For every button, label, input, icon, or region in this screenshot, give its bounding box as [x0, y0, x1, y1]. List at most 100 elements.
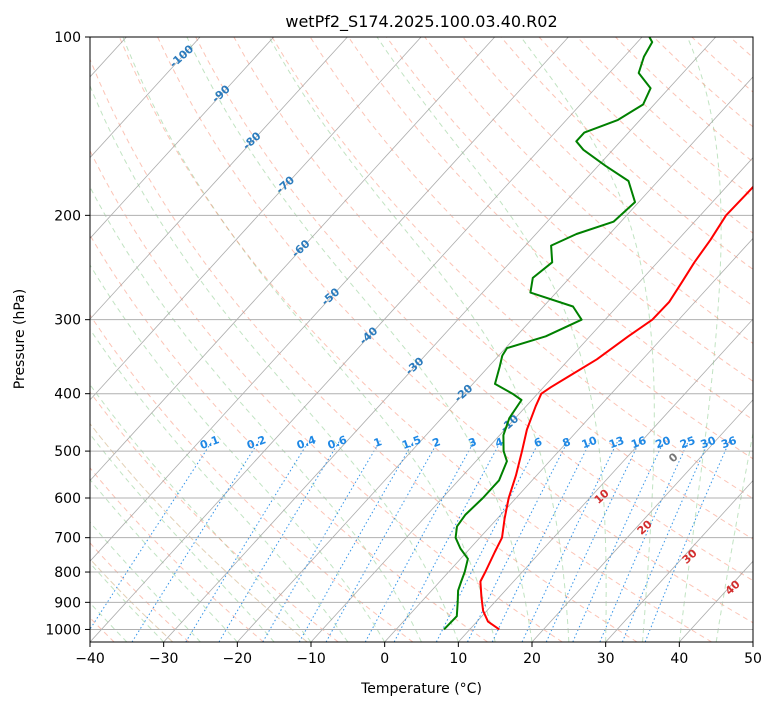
y-tick-label: 600 [54, 491, 81, 507]
moist-adiabat-line [90, 433, 275, 642]
mixing-ratio-line [521, 440, 619, 642]
x-tick-label: 30 [597, 651, 615, 667]
dry-adiabat-line [347, 37, 753, 421]
mixing-ratio-line [545, 440, 641, 642]
mixing-ratio-line [572, 440, 665, 642]
x-tick-label: 40 [670, 651, 688, 667]
isotherm-line [90, 37, 201, 159]
y-tick-label: 400 [54, 387, 81, 403]
mixing-ratio-label: 0.1 [198, 433, 221, 452]
isotherm-line [163, 37, 717, 642]
mixing-ratio-line [435, 440, 541, 642]
dry-adiabat-line [157, 37, 753, 624]
skewed-isotherms [90, 37, 753, 642]
mixing-ratio-label: 13 [607, 434, 626, 451]
wet-bulb-curve [90, 422, 308, 642]
mixing-ratio-line [599, 440, 690, 642]
mixing-ratio-label: 16 [629, 434, 648, 452]
moist-adiabat-line [90, 521, 201, 642]
mixing-ratio-label: 6 [532, 435, 544, 450]
dry-adiabat-line [90, 313, 414, 642]
wet-bulb-curves [90, 422, 308, 642]
moist-adiabat-line [376, 37, 607, 642]
x-axis-ticks: −40 −30 −20 −10 0 10 20 30 40 50 [75, 642, 762, 667]
temperature-line [479, 185, 753, 631]
isotherm-label: -100 [167, 42, 196, 70]
dry-adiabat-line [691, 37, 753, 93]
isotherm-line [90, 37, 348, 320]
dry-adiabats [90, 37, 775, 642]
dry-adiabat-line [90, 234, 488, 642]
dry-adiabat-line [615, 37, 753, 163]
plot-area: -100-90-80-70-60-50-40-30-20-10010203040… [90, 37, 775, 642]
chart-title: wetPf2_S174.2025.100.03.40.R02 [285, 12, 557, 32]
dry-adiabat-line [462, 37, 753, 307]
mixing-ratio-line [131, 440, 260, 642]
mixing-ratio-line [364, 440, 476, 642]
y-tick-label: 800 [54, 565, 81, 581]
isotherm-line [90, 37, 422, 401]
moist-adiabat-label: 10 [592, 486, 612, 506]
plot-frame [89, 36, 754, 643]
x-tick-label: −20 [223, 651, 253, 667]
mixing-ratio-label: 1 [372, 435, 384, 450]
x-tick-label: −40 [75, 651, 105, 667]
moist-adiabat-line [715, 430, 753, 642]
x-tick-label: −30 [149, 651, 179, 667]
profile-series [443, 37, 753, 631]
moist-adiabat-label: 30 [680, 546, 700, 566]
mixing-ratio-label: 8 [561, 435, 573, 450]
mixing-ratio-line [491, 440, 592, 642]
isotherm-line [531, 399, 753, 642]
moist-adiabat-line [90, 478, 238, 642]
mixing-ratio-label: 3 [467, 435, 479, 450]
isotherm-line [310, 157, 753, 642]
dry-adiabat-line [576, 37, 753, 198]
mixing-ratio-line [218, 440, 341, 642]
mixing-ratio-label: 0.2 [245, 433, 268, 452]
x-tick-label: 10 [449, 651, 467, 667]
mixing-ratio-label: 0.6 [326, 433, 349, 452]
mixing-ratio-line [644, 440, 731, 642]
isotherm-line [90, 37, 496, 482]
moist-adiabat-line [90, 264, 386, 642]
mixing-ratio-label: 36 [720, 434, 739, 452]
moist-adiabat-line [268, 37, 570, 642]
moist-adiabat-line [520, 37, 655, 642]
dry-adiabat-line [90, 149, 563, 642]
mixing-ratio-line [185, 440, 310, 642]
isotherm-line [237, 76, 753, 642]
dry-adiabat-line [729, 37, 753, 59]
y-tick-label: 500 [54, 444, 81, 460]
dry-adiabat-line [90, 467, 264, 642]
dry-adiabat-line [768, 37, 775, 642]
mixing-ratio-label: 30 [699, 434, 718, 452]
mixing-ratio-line [262, 440, 381, 642]
moist-adiabat-line [90, 185, 422, 642]
mixing-ratio-label: 1.5 [400, 433, 423, 452]
dry-adiabat-line [195, 37, 753, 582]
mixing-ratio-lines [90, 440, 731, 642]
y-tick-label: 900 [54, 595, 81, 611]
x-tick-label: 20 [523, 651, 541, 667]
mixing-ratio-label: 10 [580, 434, 599, 452]
y-tick-label: 700 [54, 531, 81, 547]
mixing-ratio-line [298, 440, 415, 642]
dry-adiabat-line [271, 37, 753, 500]
isotherm-line [384, 237, 753, 642]
isotherm-line [605, 479, 753, 642]
moist-adiabats [90, 37, 753, 642]
moist-adiabat-line [90, 84, 459, 642]
x-tick-label: −10 [296, 651, 326, 667]
y-tick-label: 100 [54, 30, 81, 46]
x-axis-label: Temperature (°C) [360, 681, 482, 697]
moist-adiabat-line [90, 562, 165, 642]
y-tick-label: 300 [54, 313, 81, 329]
dry-adiabat-line [653, 37, 753, 128]
isotherm-line [90, 37, 275, 239]
mixing-ratio-line [325, 440, 440, 642]
mixing-ratio-label: 0.4 [295, 433, 318, 452]
isotherm-line [90, 37, 569, 562]
mixing-ratio-label: 25 [678, 434, 697, 451]
